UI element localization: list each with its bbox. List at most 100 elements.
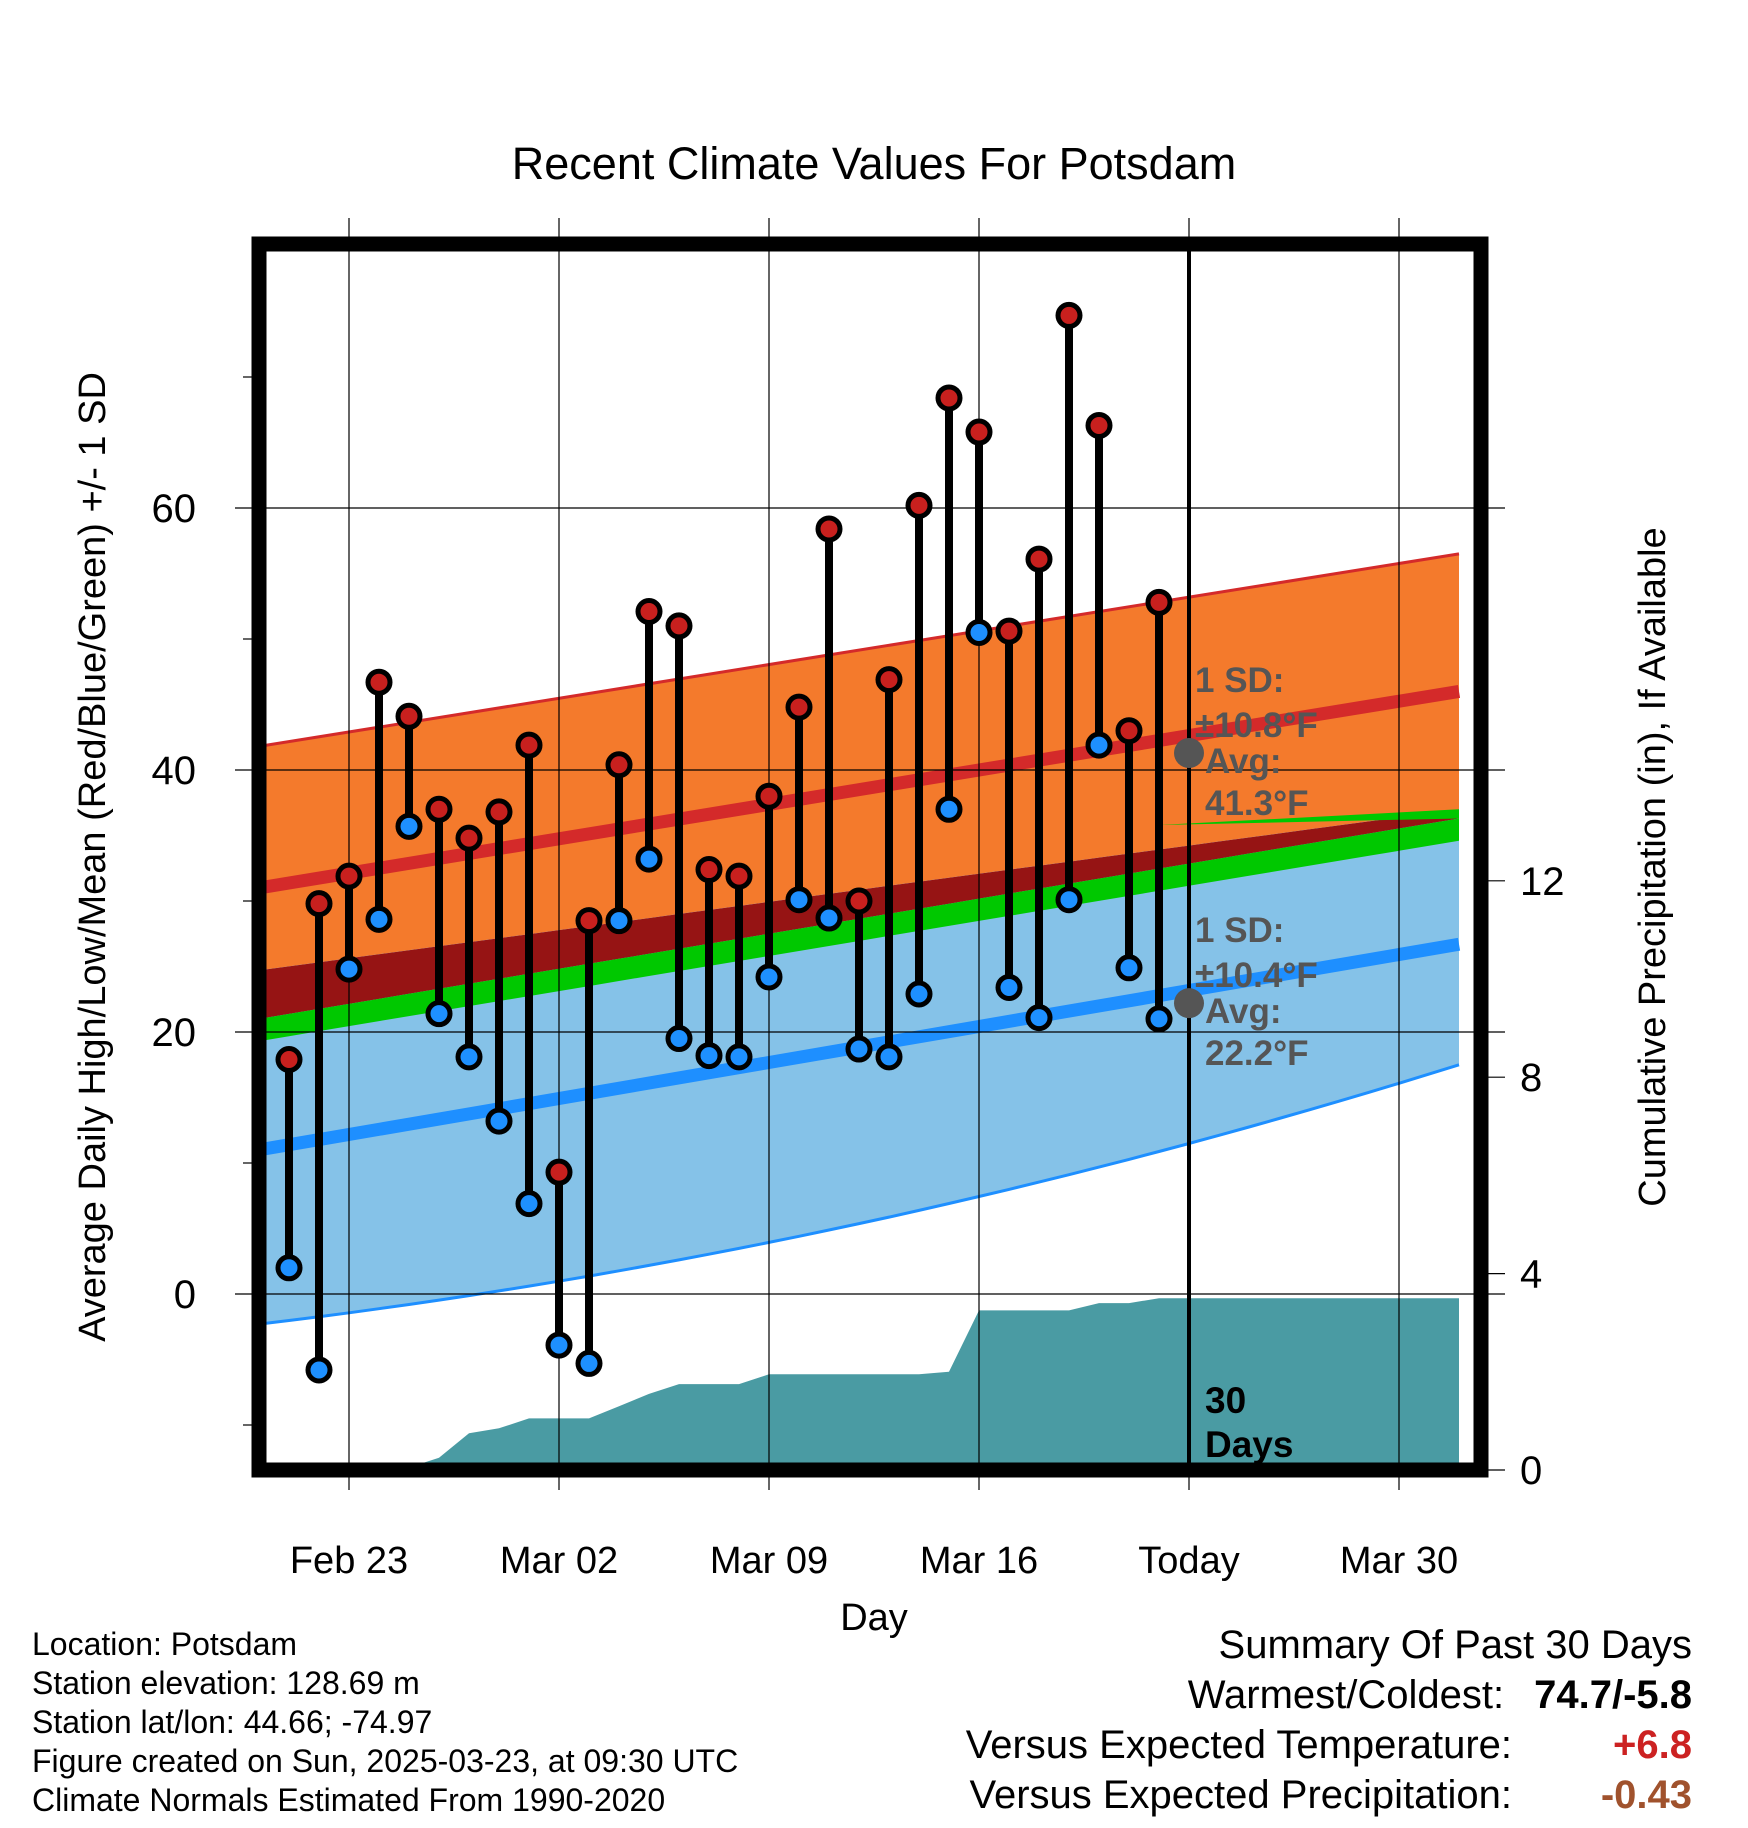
mean-band-taper bbox=[1159, 809, 1459, 826]
location-text: Location: Potsdam bbox=[32, 1626, 298, 1662]
y2-tick-label: 0 bbox=[1520, 1449, 1542, 1493]
summary-temperature: Versus Expected Temperature: +6.8 bbox=[966, 1720, 1692, 1770]
observed-low-marker bbox=[755, 963, 783, 991]
observed-high-marker bbox=[515, 731, 543, 759]
temp-value: +6.8 bbox=[1613, 1723, 1692, 1767]
warm-cold-label: Warmest/Coldest: bbox=[1187, 1673, 1505, 1717]
observed-high-marker bbox=[845, 887, 873, 915]
observed-low-marker bbox=[1115, 954, 1143, 982]
high-sd-value: ±10.8°F bbox=[1195, 706, 1318, 745]
observed-high-marker bbox=[665, 612, 693, 640]
observed-low-marker bbox=[815, 904, 843, 932]
y-tick-label: 60 bbox=[152, 487, 197, 531]
observed-low-marker bbox=[575, 1349, 603, 1377]
observed-low-marker bbox=[635, 845, 663, 873]
observed-low-marker bbox=[395, 812, 423, 840]
observed-high-marker bbox=[605, 751, 633, 779]
observed-high-marker bbox=[575, 907, 603, 935]
observed-low-marker bbox=[1055, 886, 1083, 914]
observed-high-marker bbox=[1145, 588, 1173, 616]
observed-low-marker bbox=[905, 980, 933, 1008]
observed-high-marker bbox=[275, 1046, 303, 1074]
x-tick-label: Mar 09 bbox=[710, 1540, 828, 1582]
observed-low-marker bbox=[965, 618, 993, 646]
y-tick-label: 0 bbox=[174, 1273, 196, 1317]
observed-high-marker bbox=[1055, 301, 1083, 329]
observed-low-marker bbox=[785, 886, 813, 914]
chart-title: Recent Climate Values For Potsdam bbox=[512, 138, 1236, 189]
plot-frame bbox=[251, 236, 1489, 1478]
y2-tick-label: 8 bbox=[1520, 1056, 1542, 1100]
x-tick-label: Mar 02 bbox=[500, 1540, 618, 1582]
x-tick-label: Mar 30 bbox=[1340, 1540, 1458, 1582]
observed-high-marker bbox=[1115, 717, 1143, 745]
observed-high-marker bbox=[1025, 545, 1053, 573]
observed-low-marker bbox=[665, 1025, 693, 1053]
y2-axis-label: Cumulative Precipitation (in), If Availa… bbox=[1632, 527, 1674, 1206]
created-text: Figure created on Sun, 2025-03-23, at 09… bbox=[32, 1743, 739, 1779]
high-avg-value: 41.3°F bbox=[1205, 784, 1309, 823]
observed-high-marker bbox=[485, 798, 513, 826]
observed-low-marker bbox=[425, 1000, 453, 1028]
latlon-text: Station lat/lon: 44.66; -74.97 bbox=[32, 1704, 433, 1740]
observed-high-marker bbox=[755, 782, 783, 810]
observed-high-marker bbox=[935, 384, 963, 412]
observed-high-marker bbox=[905, 491, 933, 519]
observed-high-marker bbox=[695, 856, 723, 884]
observed-low-marker bbox=[515, 1190, 543, 1218]
observed-low-marker bbox=[605, 907, 633, 935]
low-sd-label: 1 SD: bbox=[1195, 911, 1284, 950]
observed-low-marker bbox=[305, 1356, 333, 1384]
y-axis-label: Average Daily High/Low/Mean (Red/Blue/Gr… bbox=[72, 372, 114, 1342]
high-sd-label: 1 SD: bbox=[1195, 661, 1284, 700]
observed-low-marker bbox=[485, 1107, 513, 1135]
observed-high-marker bbox=[365, 668, 393, 696]
y-tick-label: 40 bbox=[152, 749, 197, 793]
observed-low-marker bbox=[845, 1035, 873, 1063]
elevation-text: Station elevation: 128.69 m bbox=[32, 1665, 420, 1701]
observed-low-marker bbox=[1145, 1005, 1173, 1033]
warm-cold-value: 74.7/-5.8 bbox=[1534, 1673, 1692, 1717]
low-avg-value: 22.2°F bbox=[1205, 1034, 1309, 1073]
precip-period-number: 30 bbox=[1205, 1380, 1246, 1421]
temp-label: Versus Expected Temperature: bbox=[965, 1723, 1512, 1767]
y2-tick-label: 4 bbox=[1520, 1253, 1542, 1297]
observed-high-marker bbox=[635, 597, 663, 625]
observed-high-marker bbox=[545, 1158, 573, 1186]
normal-high-line bbox=[259, 684, 1461, 895]
observed-high-marker bbox=[815, 515, 843, 543]
x-tick-label: Today bbox=[1138, 1540, 1239, 1582]
y2-tick-label: 12 bbox=[1520, 860, 1565, 904]
observed-low-marker bbox=[365, 905, 393, 933]
normals-text: Climate Normals Estimated From 1990-2020 bbox=[32, 1782, 666, 1818]
observed-high-marker bbox=[875, 666, 903, 694]
x-axis-label: Day bbox=[840, 1597, 908, 1639]
high-avg-label: Avg: bbox=[1205, 742, 1281, 781]
x-tick-label: Mar 16 bbox=[920, 1540, 1038, 1582]
summary-panel: Summary Of Past 30 Days Warmest/Coldest:… bbox=[966, 1620, 1692, 1820]
precip-value: -0.43 bbox=[1600, 1773, 1692, 1817]
observed-low-marker bbox=[545, 1331, 573, 1359]
observed-high-marker bbox=[455, 824, 483, 852]
observed-low-marker bbox=[935, 795, 963, 823]
low-avg-dot bbox=[1174, 988, 1204, 1019]
high-sd-upper-line bbox=[259, 552, 1460, 748]
observed-high-marker bbox=[425, 795, 453, 823]
observed-low-marker bbox=[1025, 1004, 1053, 1032]
x-tick-label: Feb 23 bbox=[290, 1540, 408, 1582]
observed-high-marker bbox=[785, 693, 813, 721]
observed-high-marker bbox=[965, 418, 993, 446]
summary-title: Summary Of Past 30 Days bbox=[1218, 1623, 1692, 1667]
summary-warm-cold: Warmest/Coldest: 74.7/-5.8 bbox=[966, 1670, 1692, 1720]
low-sd-lower-line bbox=[259, 1063, 1460, 1326]
high-avg-dot bbox=[1174, 737, 1204, 768]
observed-low-marker bbox=[455, 1043, 483, 1071]
observed-high-marker bbox=[395, 702, 423, 730]
observed-low-marker bbox=[875, 1043, 903, 1071]
observed-high-marker bbox=[725, 862, 753, 890]
precip-label: Versus Expected Precipitation: bbox=[969, 1773, 1512, 1817]
observed-low-marker bbox=[725, 1043, 753, 1071]
observed-low-marker bbox=[1085, 731, 1113, 759]
low-avg-label: Avg: bbox=[1205, 992, 1281, 1031]
observed-low-marker bbox=[695, 1042, 723, 1070]
